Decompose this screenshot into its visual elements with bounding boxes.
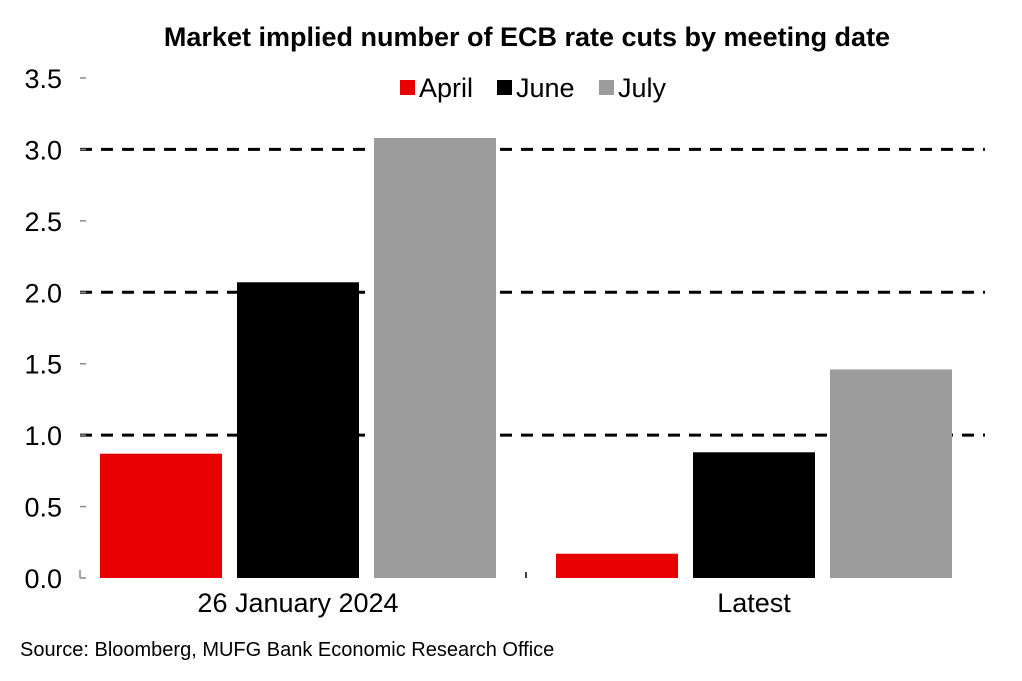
legend-swatch-july [599, 80, 614, 95]
legend-label-june: June [516, 73, 575, 103]
bars [100, 138, 952, 578]
y-tick-label-7: 3.5 [24, 64, 62, 94]
bar-april-1 [556, 553, 678, 578]
bar-june-0 [237, 282, 359, 578]
bar-april-0 [100, 453, 222, 578]
y-tick-label-0: 0.0 [24, 564, 62, 594]
x-category-label-1: Latest [717, 588, 791, 618]
legend-swatch-june [497, 80, 512, 95]
legend-label-april: April [419, 73, 473, 103]
y-axis: 0.0 0.5 1.0 1.5 2.0 2.5 3.0 3.5 [24, 64, 86, 594]
bar-july-1 [830, 369, 952, 578]
legend-swatch-april [400, 80, 415, 95]
bar-july-0 [374, 138, 496, 578]
chart-title: Market implied number of ECB rate cuts b… [164, 22, 890, 52]
x-category-label-0: 26 January 2024 [197, 588, 398, 618]
gridlines [80, 147, 985, 437]
bar-june-1 [693, 452, 815, 578]
legend-label-july: July [618, 73, 667, 103]
y-tick-label-3: 1.5 [24, 350, 62, 380]
x-axis: 26 January 2024 Latest [197, 572, 791, 618]
y-tick-label-4: 2.0 [24, 278, 62, 308]
legend: April June July [400, 73, 667, 103]
source-note: Source: Bloomberg, MUFG Bank Economic Re… [20, 639, 554, 661]
y-tick-label-2: 1.0 [24, 421, 62, 451]
y-tick-label-1: 0.5 [24, 493, 62, 523]
y-tick-label-6: 3.0 [24, 135, 62, 165]
y-tick-label-5: 2.5 [24, 207, 62, 237]
